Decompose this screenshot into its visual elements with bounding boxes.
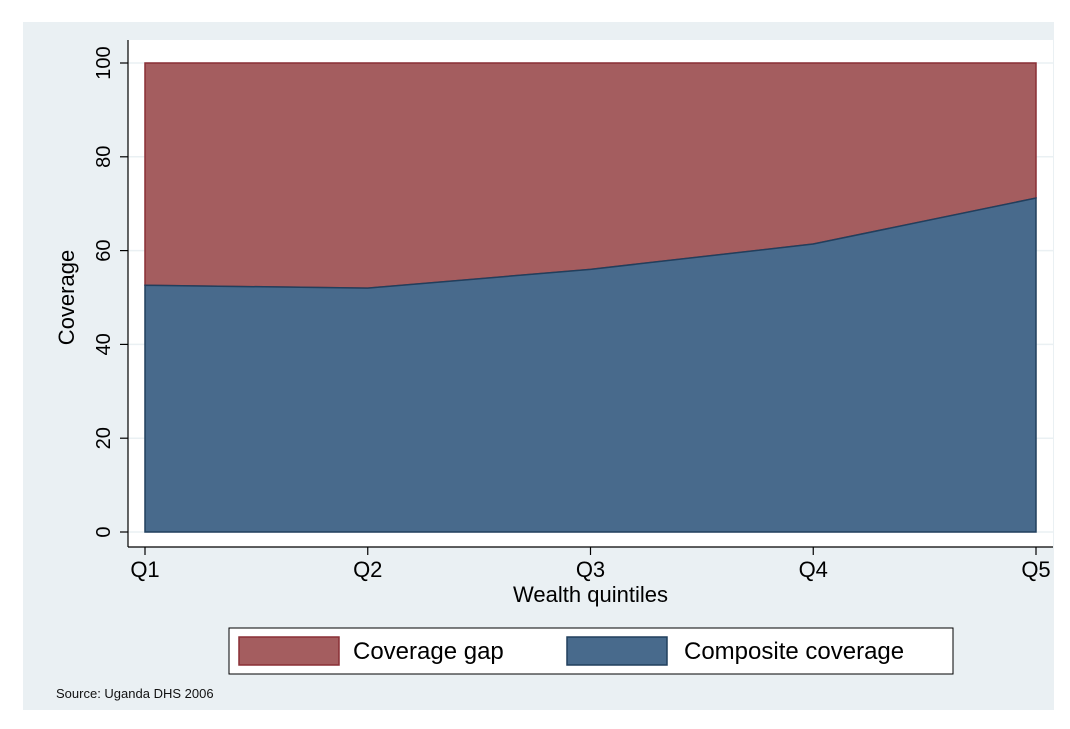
legend-swatch — [238, 636, 340, 666]
y-axis-title: Coverage — [54, 250, 79, 345]
y-tick-label: 0 — [93, 526, 115, 537]
legend-label: Composite coverage — [684, 638, 904, 665]
legend-label: Coverage gap — [353, 638, 504, 665]
x-tick-label: Q1 — [130, 557, 159, 582]
y-tick-label: 40 — [93, 333, 115, 355]
x-tick-label: Q2 — [353, 557, 382, 582]
y-tick-label: 20 — [93, 427, 115, 449]
x-tick-label: Q5 — [1021, 557, 1050, 582]
y-tick-label: 60 — [93, 239, 115, 261]
x-tick-label: Q3 — [576, 557, 605, 582]
source-note: Source: Uganda DHS 2006 — [56, 686, 214, 701]
chart-frame: 0 20 40 60 80 100 Coverage Q1 Q2 Q3 Q4 Q5 Wealth qui… — [23, 22, 1054, 710]
y-tick-label: 80 — [93, 146, 115, 168]
area-composite-coverage — [144, 197, 1037, 533]
x-axis-title: Wealth quintiles — [513, 582, 668, 607]
legend-swatch — [566, 636, 668, 666]
x-tick-label: Q4 — [799, 557, 828, 582]
stacked-area-chart: 0 20 40 60 80 100 Coverage Q1 Q2 Q3 Q4 Q5 Wealth qui… — [54, 40, 1053, 675]
y-tick-label: 100 — [93, 46, 115, 79]
